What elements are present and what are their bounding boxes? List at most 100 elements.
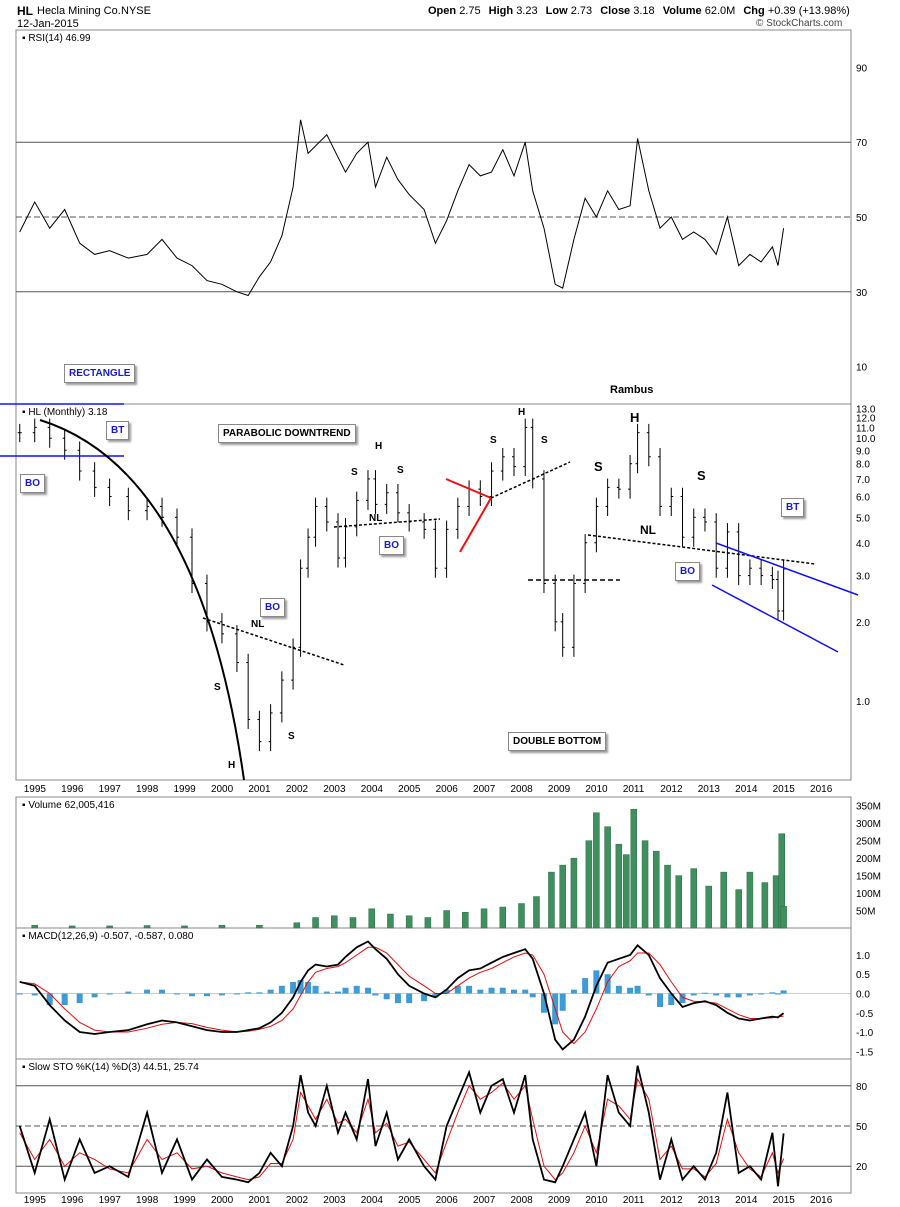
price-xtick-1995: 1995: [24, 784, 47, 795]
macd-hist-bar-36: [466, 985, 473, 994]
volume-tick-200M: 200M: [856, 854, 881, 865]
macd-hist-bar-30: [394, 993, 401, 1004]
macd-hist-bar-22: [312, 985, 319, 994]
sto-xtick-1998: 1998: [136, 1195, 159, 1206]
volume-bar-12: [387, 913, 394, 929]
sto-xtick-1995: 1995: [24, 1195, 47, 1206]
volume-bar-23: [570, 857, 578, 929]
macd-hist-bar-12: [203, 993, 210, 997]
sto-xtick-1996: 1996: [61, 1195, 84, 1206]
volume-bar-21: [548, 871, 555, 929]
macd-hist-bar-63: [758, 993, 765, 995]
macd-hist-bar-35: [454, 985, 461, 994]
volume-bar-15: [443, 910, 450, 929]
channel-bottom: [711, 584, 839, 653]
macd-tick-0.5: 0.5: [856, 970, 870, 981]
volume-tick-300M: 300M: [856, 819, 881, 830]
sto-xtick-2000: 2000: [211, 1195, 234, 1206]
sto-xtick-2008: 2008: [510, 1195, 533, 1206]
sto-xtick-2016: 2016: [810, 1195, 833, 1206]
macd-hist-bar-10: [174, 993, 181, 995]
price-xtick-2010: 2010: [585, 784, 608, 795]
price-xtick-2001: 2001: [248, 784, 271, 795]
sto-xtick-2014: 2014: [735, 1195, 758, 1206]
macd-hist-bar-50: [615, 985, 622, 994]
volume-bar-25: [593, 812, 600, 929]
price-xtick-2002: 2002: [286, 784, 309, 795]
macd-hist-bar-32: [421, 993, 428, 1002]
macd-tick-1: 1.0: [856, 951, 870, 962]
bt-callout-left: BT: [106, 421, 130, 440]
channel-top: [715, 542, 859, 596]
company-name: Hecla Mining Co.: [37, 5, 121, 17]
macd-hist-bar-62: [746, 993, 753, 996]
price-xtick-1997: 1997: [99, 784, 122, 795]
macd-hist-bar-2: [46, 993, 53, 1006]
macd-hist-bar-53: [645, 993, 652, 996]
price-tick-4: 4.0: [856, 539, 870, 550]
price-tick-9: 9.0: [856, 446, 870, 457]
macd-hist-bar-57: [690, 993, 697, 996]
macd-hist-bar-23: [323, 991, 330, 994]
macd-hist-bar-3: [61, 993, 68, 1006]
close-label: Close: [600, 5, 631, 17]
sto-d-line: [19, 1077, 785, 1181]
macd-hist-bar-38: [488, 987, 495, 994]
bo-callout-2013: BO: [675, 562, 700, 581]
macd-tick--1.5: -1.5: [856, 1047, 874, 1058]
macd-hist-bar-11: [188, 993, 195, 997]
rsi-legend: ▪ RSI(14) 46.99: [22, 33, 91, 44]
macd-hist-bar-64: [769, 992, 776, 994]
pattern-s-2001: S: [288, 731, 295, 742]
open-label: Open: [428, 5, 457, 17]
volume-bar-38: [746, 871, 754, 929]
volume-bar-17: [480, 908, 488, 929]
macd-hist-bar-5: [91, 993, 98, 998]
sto-xtick-2011: 2011: [623, 1195, 645, 1206]
rsi-tick-10: 10: [856, 363, 868, 374]
macd-hist-bar-33: [432, 993, 439, 998]
price-tick-6: 6.0: [856, 493, 870, 504]
sto-xtick-2009: 2009: [548, 1195, 571, 1206]
rsi-tick-30: 30: [856, 288, 868, 299]
macd-hist-bar-4: [76, 993, 83, 1004]
price-tick-8: 8.0: [856, 460, 870, 471]
macd-hist-bar-46: [570, 989, 577, 994]
sto-tick-80: 80: [856, 1082, 868, 1093]
red-line-b: [459, 497, 492, 553]
volume-bar-34: [690, 868, 697, 929]
sto-tick-50: 50: [856, 1122, 868, 1133]
volume-bar-20: [533, 896, 540, 929]
volume-legend: ▪ Volume 62,005,416: [22, 800, 115, 811]
macd-chart: -1.5 -1.0 -0.5 0.0 0.5 1.0: [16, 940, 874, 1058]
macd-hist-bar-1: [31, 993, 38, 996]
price-xtick-2004: 2004: [361, 784, 384, 795]
volume-tick-100M: 100M: [856, 889, 881, 900]
volume-bar-13: [405, 915, 413, 929]
trendlines: [0, 403, 859, 781]
low-label: Low: [545, 5, 568, 17]
sto-xtick-2002: 2002: [286, 1195, 309, 1206]
price-xtick-2013: 2013: [698, 784, 721, 795]
sto-xtick-2005: 2005: [398, 1195, 421, 1206]
price-tick-5: 5.0: [856, 513, 870, 524]
volume-bar-0: [31, 924, 38, 929]
macd-hist-bar-21: [305, 981, 312, 994]
neckline-2007: [490, 461, 571, 499]
volume-bar-18: [499, 906, 507, 929]
volume-bar-31: [653, 850, 660, 929]
volume-bar-14: [424, 917, 432, 929]
macd-hist-bar-13: [218, 993, 225, 996]
price-tick-12: 12.0: [856, 413, 876, 424]
volume-bar-5: [218, 924, 226, 929]
volume-bar-29: [630, 808, 638, 929]
volume-bar-37: [735, 889, 742, 929]
volume-bar-16: [462, 912, 469, 929]
macd-hist-bar-45: [559, 993, 566, 1011]
price-xtick-2008: 2008: [510, 784, 533, 795]
price-tick-10: 10.0: [856, 434, 876, 445]
macd-hist-bar-19: [290, 981, 297, 994]
price-tick-11: 11.0: [856, 423, 875, 434]
price-xtick-2003: 2003: [323, 784, 346, 795]
chg-value: +0.39 (+13.98%): [767, 5, 850, 17]
